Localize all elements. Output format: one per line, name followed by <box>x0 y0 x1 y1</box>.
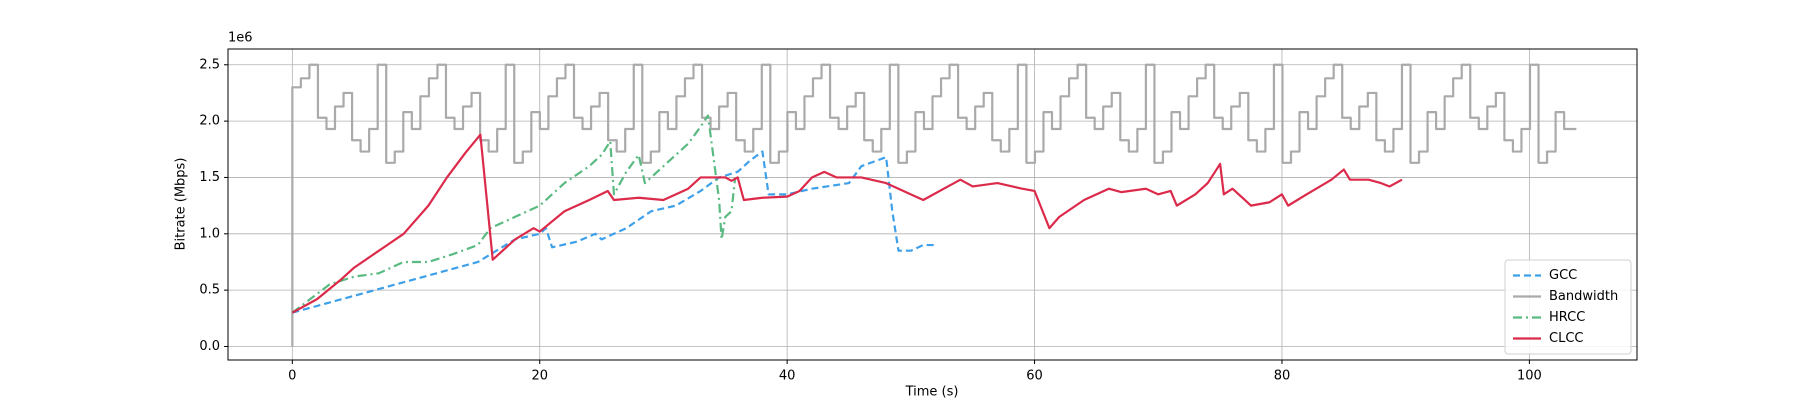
y-tick-label: 1.5 <box>199 170 220 185</box>
x-axis-label: Time (s) <box>905 385 959 400</box>
y-tick-label: 0.0 <box>199 339 220 354</box>
legend-label: GCC <box>1549 268 1577 283</box>
y-tick-label: 2.0 <box>199 114 220 129</box>
x-tick-label: 80 <box>1274 369 1291 384</box>
x-tick-label: 60 <box>1026 369 1043 384</box>
x-tick-label: 0 <box>288 369 296 384</box>
legend-box <box>1504 259 1632 355</box>
y-tick-label: 0.5 <box>199 283 220 298</box>
y-axis-label: Bitrate (Mbps) <box>174 158 189 251</box>
x-tick-label: 20 <box>531 369 548 384</box>
legend-label: Bandwidth <box>1549 289 1618 304</box>
x-tick-label: 40 <box>779 369 796 384</box>
y-tick-label: 1.0 <box>199 226 220 241</box>
series-line <box>291 114 737 314</box>
plot-frame <box>227 48 1638 361</box>
y-offset-label: 1e6 <box>228 31 253 46</box>
legend-label: HRCC <box>1549 310 1585 325</box>
series-line <box>291 133 1403 314</box>
legend-label: CLCC <box>1549 331 1583 346</box>
x-tick-label: 100 <box>1517 369 1542 384</box>
y-tick-label: 2.5 <box>199 57 220 72</box>
series-line <box>291 63 1577 347</box>
legend: GCC Bandwidth HRCC CLCC <box>1504 259 1632 355</box>
